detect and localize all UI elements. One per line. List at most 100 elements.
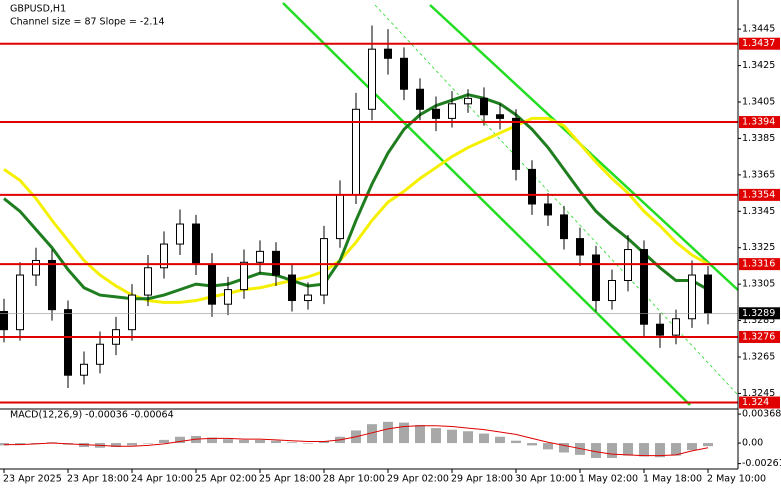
macd-bar — [623, 443, 633, 456]
candle-body — [592, 254, 600, 302]
y-tick-label: 0.00 — [742, 438, 763, 449]
price-panel: 1.3445 1.3425 1.3405 1.3385 1.3365 1.3345 1.33… — [0, 24, 780, 409]
level-label-box — [739, 116, 780, 129]
macd-bar — [559, 443, 569, 453]
level-label-box — [739, 258, 780, 271]
y-tick-label: 1.3405 — [742, 97, 775, 108]
level-label: 1.324 — [742, 397, 769, 408]
macd-bar — [111, 443, 121, 447]
symbol-title: GBPUSD,H1 — [10, 4, 66, 15]
y-tick-label: 1.3305 — [742, 279, 775, 290]
macd-bar — [447, 429, 457, 444]
candle-body — [64, 309, 72, 376]
macd-bar — [319, 441, 329, 444]
macd-bar — [271, 440, 281, 444]
candle-body — [176, 223, 184, 245]
macd-bar — [495, 436, 505, 444]
candle-body — [80, 363, 88, 376]
macd-bar — [415, 424, 425, 444]
candle-body — [512, 117, 520, 170]
x-tick-label: 2 May 10:00 — [707, 474, 766, 485]
level-label-box — [739, 330, 780, 343]
moving-average — [3, 116, 709, 304]
y-tick-label: -0.00261 — [742, 458, 781, 469]
macd-bar — [463, 431, 473, 444]
macd-bar — [127, 443, 137, 446]
y-tick-label: 1.3325 — [742, 242, 775, 253]
candle-body — [496, 114, 504, 119]
candle-body — [672, 318, 680, 336]
macd-bar — [303, 443, 313, 444]
y-tick-label: 1.3425 — [742, 60, 775, 71]
level-label: 1.3316 — [742, 259, 775, 270]
candle-body — [256, 250, 264, 263]
macd-bar — [159, 439, 169, 444]
x-tick-label: 30 Apr 10:00 — [515, 474, 577, 485]
x-tick-label: 29 Apr 02:00 — [387, 474, 449, 485]
level-label-box — [739, 37, 780, 50]
level-label-box — [739, 396, 780, 409]
macd-bar — [207, 437, 217, 444]
candle-body — [192, 223, 200, 265]
candle-body — [288, 274, 296, 302]
candle-body — [640, 249, 648, 325]
channel-middle — [374, 4, 739, 396]
y-tick-label: 0.00368 — [742, 409, 781, 420]
macd-bar — [527, 443, 537, 446]
macd-bar — [671, 443, 681, 456]
macd-bar — [591, 443, 601, 459]
macd-bar — [511, 440, 521, 444]
macd-panel: 0.00368 0.00 -0.00261 — [0, 409, 781, 469]
macd-bar — [239, 439, 249, 444]
macd-bar — [143, 443, 153, 444]
candle-body — [560, 214, 568, 240]
candle-body — [208, 263, 216, 305]
candle-body — [464, 97, 472, 105]
y-tick-label: 1.3385 — [742, 133, 775, 144]
candle-body — [304, 294, 312, 302]
candle-body — [688, 274, 696, 320]
x-tick-label: 25 Apr 18:00 — [259, 474, 321, 485]
macd-bar — [431, 428, 441, 444]
macd-bar — [175, 436, 185, 444]
candle-body — [160, 243, 168, 269]
x-tick-label: 1 May 18:00 — [643, 474, 702, 485]
macd-bar — [639, 443, 649, 457]
y-tick-label: 1.3285 — [742, 315, 775, 326]
candle-body — [240, 261, 248, 291]
y-tick-label: 1.3365 — [742, 169, 775, 180]
candle-body — [656, 323, 664, 336]
macd-bar — [655, 443, 665, 458]
moving-average — [3, 93, 709, 301]
candle-body — [368, 48, 376, 110]
level-label: 1.3354 — [742, 189, 775, 200]
x-tick-label: 1 May 02:00 — [579, 474, 638, 485]
x-tick-label: 23 Apr 2025 — [3, 474, 62, 485]
candle-body — [144, 267, 152, 296]
candle-body — [544, 203, 552, 216]
channel-lower — [282, 2, 691, 406]
macd-bar — [703, 443, 713, 447]
macd-signal — [4, 425, 709, 457]
y-tick-label: 1.3265 — [742, 352, 775, 363]
y-tick-label: 1.3245 — [742, 388, 775, 399]
macd-bar — [31, 443, 41, 444]
level-label: 1.3394 — [742, 117, 775, 128]
x-tick-label: 28 Apr 10:00 — [323, 474, 385, 485]
candle-body — [0, 310, 8, 331]
candle-body — [576, 238, 584, 256]
candle-body — [528, 168, 536, 205]
last-price-box — [739, 307, 780, 320]
y-tick-label: 1.3445 — [742, 24, 775, 35]
candle-body — [48, 259, 56, 311]
macd-bar — [607, 443, 617, 459]
y-tick-label: 1.3345 — [742, 206, 775, 217]
candle-body — [400, 57, 408, 90]
level-label: 1.3276 — [742, 331, 775, 342]
candle-body — [480, 97, 488, 116]
macd-bar — [383, 421, 393, 444]
candle-body — [432, 108, 440, 119]
candle-body — [608, 280, 616, 302]
